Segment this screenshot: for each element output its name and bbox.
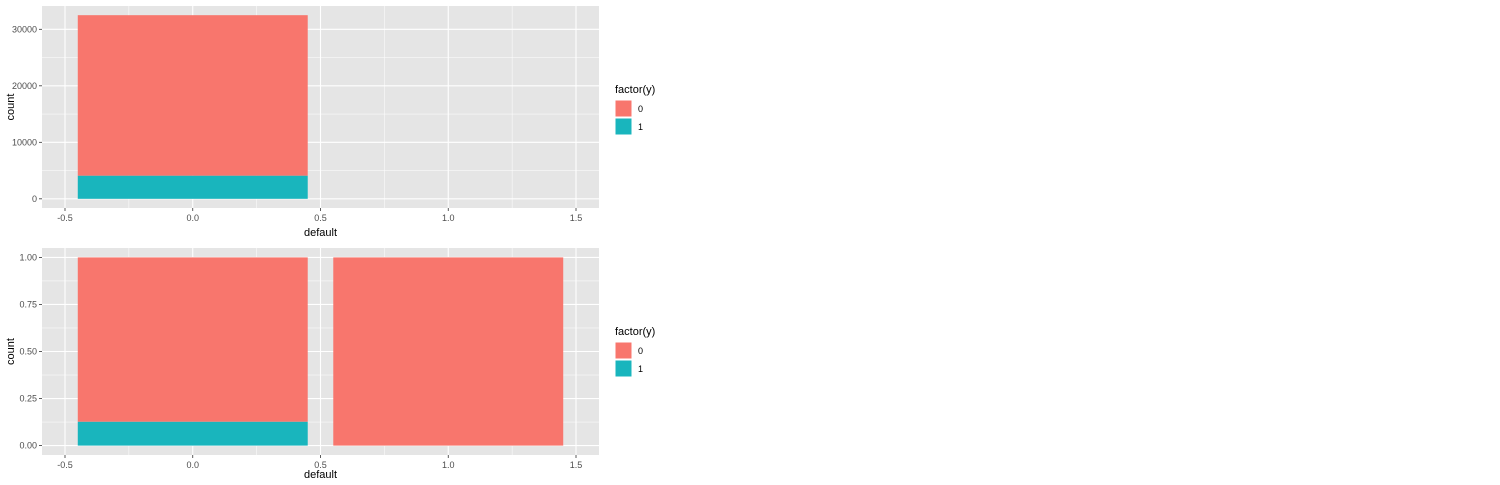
y-tick-label: 0 [32,194,37,204]
x-tick-label: 1.5 [570,213,583,223]
y-tick-label: 20000 [12,81,37,91]
y-tick-label: 10000 [12,137,37,147]
y-axis-title: count [5,94,17,121]
bar-1-segment-y0 [77,15,308,176]
legend-key-1 [614,117,633,136]
legend: factor(y) 0 1 [614,326,655,378]
legend-title: factor(y) [615,326,655,338]
y-tick-label: 0.25 [19,394,37,404]
y-tick-label: 0.00 [19,441,37,451]
y-axis-title: count [5,338,17,365]
legend-label-0: 0 [638,346,643,356]
legend-key-0 [614,341,633,360]
x-tick-label: 0.5 [314,460,327,470]
x-tick-label: 1.0 [442,460,455,470]
y-tick-label: 0.75 [19,299,37,309]
legend-label-1: 1 [638,122,643,132]
y-tick-label: 0.50 [19,347,37,357]
x-tick-label: 0.5 [314,213,327,223]
bar-1-segment-y0 [77,257,308,422]
bar-2-segment-y0 [333,257,564,446]
legend-label-0: 0 [638,104,643,114]
x-tick-label: 1.0 [442,213,455,223]
x-tick-label: 0.0 [186,213,199,223]
y-tick-label: 30000 [12,24,37,34]
legend: factor(y) 0 1 [614,84,655,136]
x-tick-label: 0.0 [186,460,199,470]
x-tick-label: -0.5 [57,213,73,223]
x-axis-title: default [304,469,337,481]
legend-title: factor(y) [615,84,655,96]
chart-panel-1: -0.5 0.0 0.5 1.0 1.5 0 10000 20000 30000 default c… [5,6,655,239]
chart-panel-2: -0.5 0.0 0.5 1.0 1.5 0.00 0.25 0.50 0.75 1.00 defa… [5,248,655,481]
legend-key-1 [614,359,633,378]
legend-key-0 [614,99,633,118]
legend-label-1: 1 [638,364,643,374]
x-tick-label: -0.5 [57,460,73,470]
x-tick-label: 1.5 [570,460,583,470]
bar-1-segment-y1 [77,175,308,199]
x-axis-title: default [304,227,337,239]
bar-1-segment-y1 [77,421,308,446]
y-tick-label: 1.00 [19,252,37,262]
